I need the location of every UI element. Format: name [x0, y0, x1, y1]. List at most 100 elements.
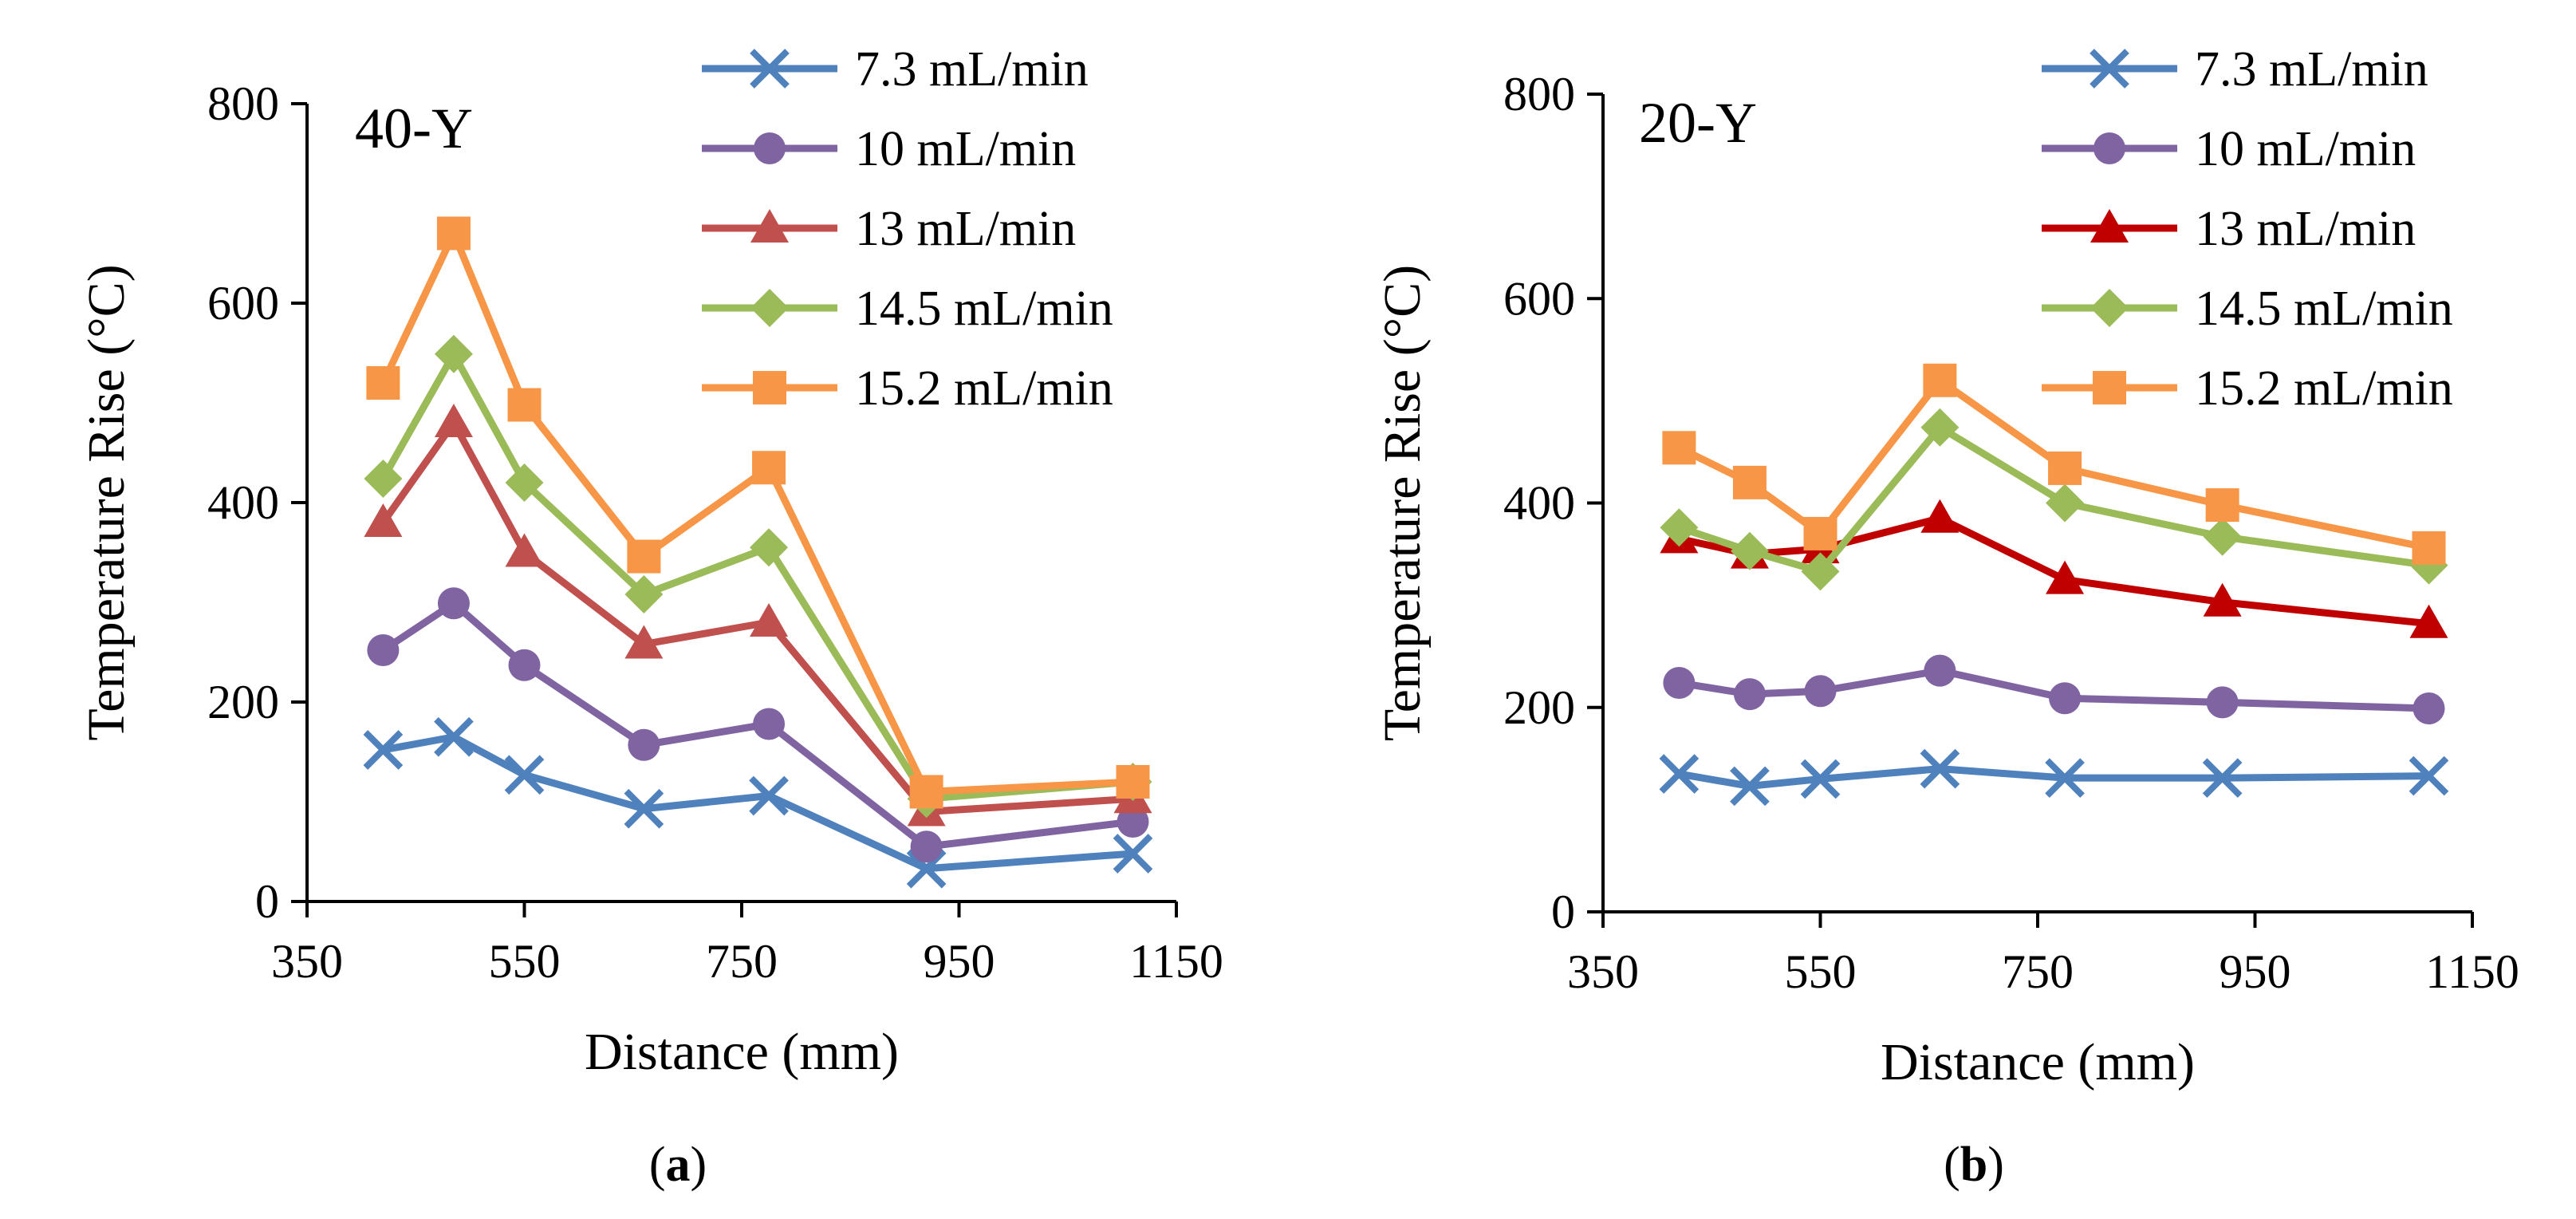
- data-point: [1663, 667, 1696, 699]
- data-point: [2205, 488, 2239, 523]
- x-tick-label: 750: [706, 935, 778, 988]
- data-point: [434, 334, 473, 373]
- data-point: [1113, 834, 1153, 874]
- data-point: [1117, 806, 1149, 838]
- data-point: [508, 649, 541, 681]
- x-tick-label: 550: [1785, 945, 1857, 998]
- legend-label: 7.3 mL/min: [2195, 42, 2428, 97]
- x-tick-label: 750: [2002, 945, 2074, 998]
- data-point: [2046, 483, 2085, 523]
- caption-letter: a: [666, 1138, 691, 1192]
- caption-paren-close: ): [691, 1138, 707, 1192]
- y-tick-label: 800: [207, 77, 279, 130]
- data-point: [437, 587, 470, 620]
- legend-entry: 15.2 mL/min: [702, 361, 1113, 416]
- caption-letter: b: [1960, 1138, 1987, 1192]
- data-point: [2409, 604, 2448, 638]
- data-point: [1662, 431, 1696, 465]
- data-point: [909, 775, 943, 809]
- data-point: [367, 634, 400, 666]
- x-axis-label: Distance (mm): [1881, 1033, 2195, 1091]
- legend-entry: 10 mL/min: [2042, 122, 2416, 176]
- data-point: [504, 755, 545, 795]
- data-point: [1733, 678, 1766, 711]
- legend-marker: [754, 132, 786, 164]
- legend-entry: 7.3 mL/min: [702, 42, 1089, 97]
- data-point: [2203, 582, 2242, 617]
- series-5: [366, 216, 1150, 809]
- data-point: [1924, 654, 1956, 687]
- legend-entry: 7.3 mL/min: [2042, 42, 2428, 97]
- data-point: [750, 528, 789, 567]
- legend-label: 15.2 mL/min: [855, 361, 1113, 416]
- chart-panel-2: 0 200 400 600 800 350 550 750 950 1150 Distance (m…: [1373, 42, 2519, 1192]
- legend-label: 10 mL/min: [2195, 122, 2416, 176]
- data-point: [624, 575, 664, 613]
- series-line: [1678, 515, 2429, 628]
- y-tick-label: 0: [1551, 886, 1575, 938]
- data-point: [434, 716, 474, 757]
- caption: (b): [1944, 1138, 2004, 1192]
- data-point: [628, 728, 660, 761]
- legend-label: 15.2 mL/min: [2195, 361, 2453, 416]
- data-point: [750, 603, 789, 637]
- series-1: [363, 716, 1153, 889]
- legend-label: 7.3 mL/min: [855, 42, 1089, 97]
- chart-panel-1: 0 200 400 600 800 350 550 750 950 1150 Distance (m…: [77, 42, 1223, 1192]
- data-point: [1116, 765, 1150, 799]
- data-point: [1660, 508, 1699, 547]
- data-point: [2203, 517, 2242, 556]
- legend-marker: [2093, 371, 2126, 404]
- data-point: [1923, 363, 1957, 397]
- data-point: [1801, 552, 1840, 591]
- data-point: [1730, 531, 1769, 570]
- y-axis-label: Temperature Rise (°C): [1373, 265, 1432, 741]
- data-point: [1920, 748, 1960, 789]
- legend-label: 14.5 mL/min: [855, 282, 1113, 336]
- legend-marker: [753, 371, 786, 404]
- data-point: [910, 830, 943, 863]
- series-3: [1660, 499, 2448, 638]
- data-point: [505, 464, 544, 502]
- x-tick-label: 550: [489, 935, 561, 988]
- legend-marker: [750, 209, 789, 243]
- legend-label: 14.5 mL/min: [2195, 282, 2453, 336]
- y-tick-label: 400: [207, 476, 279, 529]
- data-point: [624, 625, 664, 659]
- y-tick-label: 0: [255, 875, 279, 928]
- x-tick-label: 350: [1567, 945, 1639, 998]
- caption-paren-close: ): [1987, 1138, 2004, 1192]
- x-tick-label: 950: [2220, 945, 2291, 998]
- data-point: [1730, 766, 1770, 807]
- data-point: [1803, 516, 1837, 550]
- legend-marker: [2090, 49, 2129, 89]
- panel-label: 40-Y: [355, 97, 473, 160]
- data-point: [2412, 531, 2446, 565]
- data-point: [752, 451, 786, 485]
- data-point: [366, 366, 400, 400]
- data-point: [627, 539, 661, 574]
- legend-entry: 14.5 mL/min: [702, 282, 1113, 336]
- legend-entry: 15.2 mL/min: [2042, 361, 2453, 416]
- caption-paren-open: (: [1944, 1138, 1960, 1192]
- y-tick-label: 600: [207, 277, 279, 329]
- legend-entry: 13 mL/min: [702, 202, 1076, 256]
- data-point: [364, 460, 403, 498]
- data-point: [2046, 560, 2085, 594]
- series-1: [1659, 748, 2449, 807]
- legend-marker: [2090, 209, 2129, 243]
- data-point: [1659, 754, 1700, 794]
- data-point: [1920, 499, 1960, 533]
- legend-entry: 14.5 mL/min: [2042, 282, 2453, 336]
- data-point: [2206, 686, 2239, 719]
- caption-paren-open: (: [649, 1138, 666, 1192]
- data-point: [2202, 758, 2243, 798]
- data-point: [2048, 451, 2082, 485]
- data-point: [1800, 759, 1841, 799]
- y-tick-label: 200: [1503, 681, 1575, 734]
- data-point: [364, 503, 403, 537]
- x-tick-label: 1150: [2425, 945, 2519, 998]
- data-point: [436, 216, 471, 251]
- series-2: [367, 587, 1149, 863]
